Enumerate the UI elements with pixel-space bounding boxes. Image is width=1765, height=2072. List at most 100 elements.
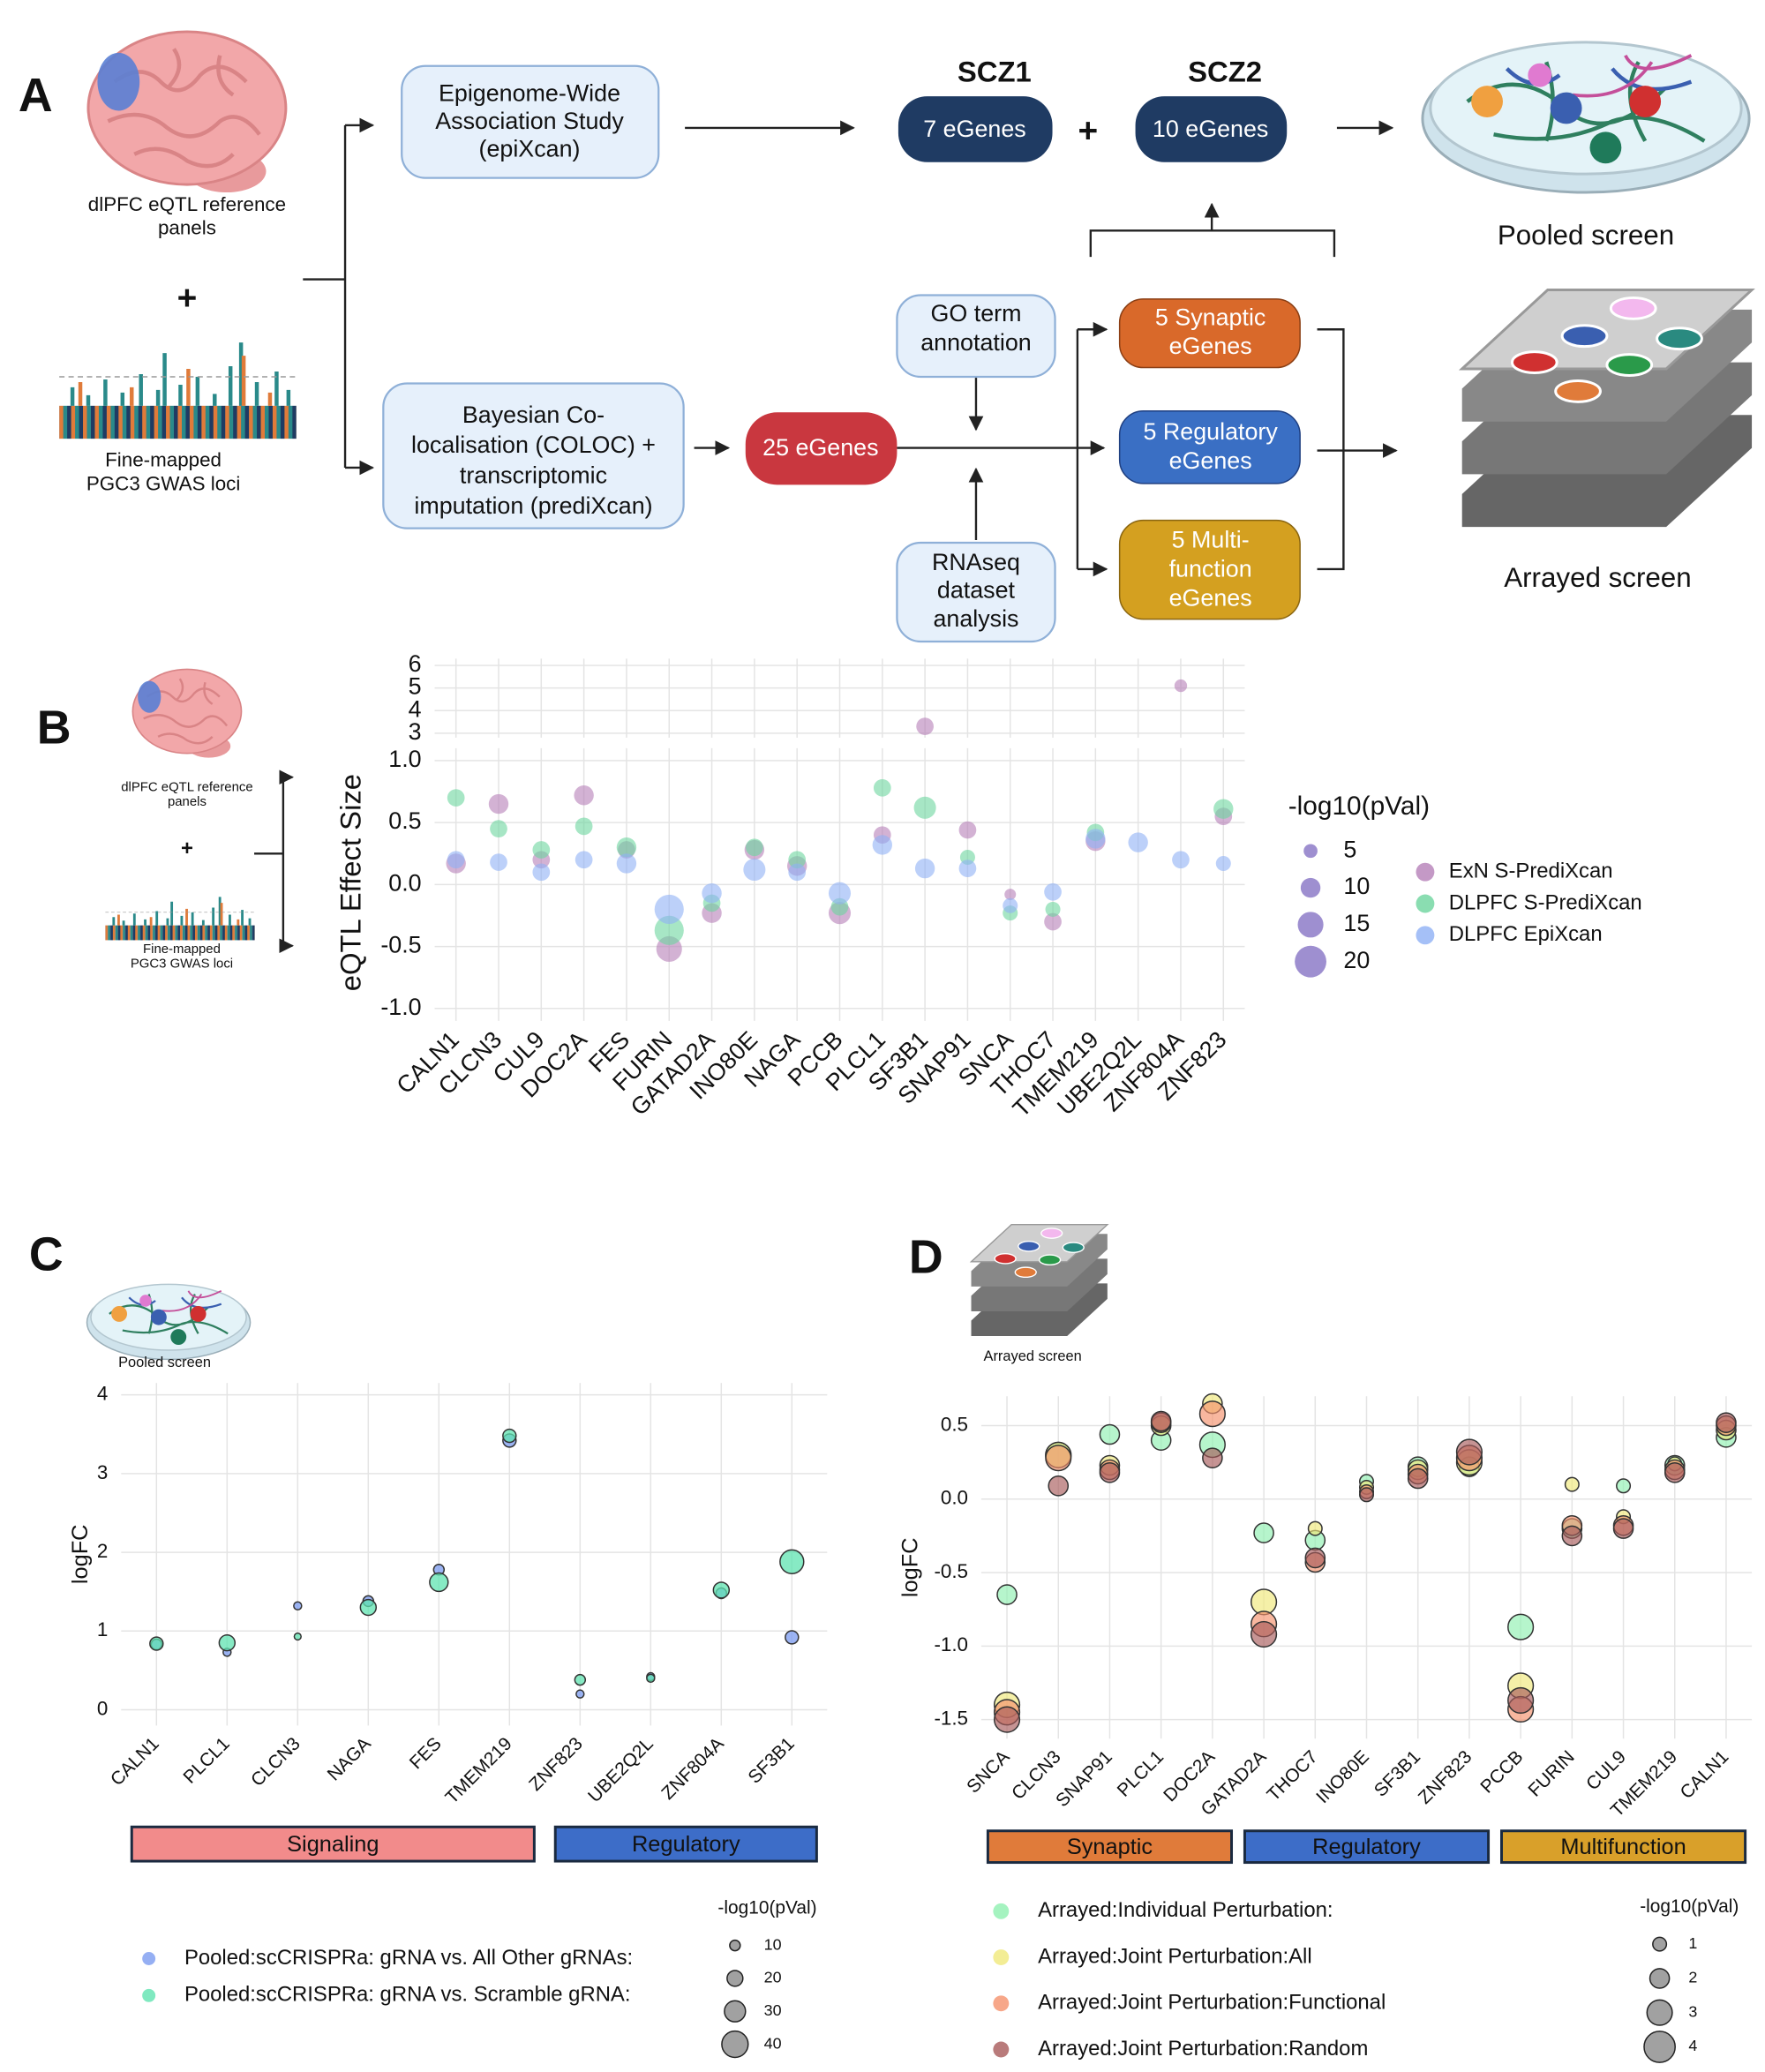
arrows bbox=[303, 117, 1398, 577]
bubble bbox=[1198, 1400, 1226, 1428]
legend-size-key bbox=[1649, 1968, 1671, 1989]
bubble bbox=[574, 1673, 587, 1686]
bubble bbox=[1213, 799, 1234, 819]
box-text: eGenes bbox=[1169, 333, 1252, 359]
legend-size-label: 40 bbox=[764, 2034, 782, 2052]
plus: + bbox=[177, 280, 198, 318]
bubble bbox=[218, 1633, 237, 1652]
box-text: localisation (COLOC) + bbox=[411, 432, 656, 458]
legend-size-label: 30 bbox=[764, 2001, 782, 2019]
legend-size-label: 1 bbox=[1688, 1934, 1697, 1952]
brain-icon bbox=[131, 668, 243, 759]
icon-caption: PGC3 GWAS loci bbox=[131, 957, 233, 972]
bubble bbox=[1253, 1522, 1274, 1543]
legend-size-label: 10 bbox=[1343, 873, 1370, 899]
bubble bbox=[616, 853, 637, 874]
plus: + bbox=[1078, 112, 1099, 150]
y-tick-label: 0 bbox=[97, 1697, 108, 1719]
legend-key bbox=[993, 1903, 1010, 1919]
bubble bbox=[788, 863, 807, 882]
y-axis-label: logFC bbox=[68, 1524, 93, 1584]
legend-title: -log10(pVal) bbox=[717, 1897, 816, 1918]
bubble bbox=[1150, 1410, 1172, 1432]
x-tick-label: CALN1 bbox=[1677, 1746, 1733, 1803]
bubble bbox=[1172, 851, 1190, 869]
y-tick-label: 3 bbox=[409, 718, 422, 745]
bubble bbox=[293, 1632, 302, 1641]
bubble bbox=[1004, 889, 1017, 901]
bubble bbox=[488, 793, 509, 815]
synaptic-box bbox=[1118, 298, 1301, 369]
x-tick-label: PLCL1 bbox=[179, 1733, 233, 1787]
y-tick-label: 3 bbox=[97, 1461, 108, 1483]
legend-size-key bbox=[726, 1970, 744, 1987]
bubble bbox=[1085, 829, 1106, 849]
bubble bbox=[1174, 679, 1188, 693]
bubble bbox=[654, 894, 684, 925]
bubble bbox=[447, 851, 465, 869]
x-tick-label: PCCB bbox=[1476, 1746, 1527, 1797]
egene-box bbox=[745, 412, 898, 485]
bubble bbox=[654, 915, 684, 945]
bubble bbox=[746, 838, 763, 857]
legend-size-key bbox=[1643, 2031, 1676, 2063]
bubble bbox=[359, 1598, 378, 1617]
legend-label: Arrayed:Individual Perturbation: bbox=[1038, 1898, 1333, 1922]
y-tick-label: -1.5 bbox=[934, 1708, 968, 1730]
bubble bbox=[1304, 1547, 1326, 1569]
plates-icon bbox=[1461, 288, 1754, 529]
bubble bbox=[575, 851, 593, 869]
y-tick-label: -0.5 bbox=[934, 1560, 968, 1582]
legend-key bbox=[993, 2041, 1010, 2058]
coloc-box bbox=[382, 382, 685, 529]
legend-size-key bbox=[1295, 945, 1326, 978]
icon-caption: dlPFC eQTL reference bbox=[121, 780, 252, 795]
group-bar bbox=[130, 1825, 536, 1863]
group-label: Synaptic bbox=[1067, 1835, 1153, 1859]
bubble bbox=[1507, 1686, 1535, 1715]
x-tick-label: NAGA bbox=[324, 1733, 375, 1784]
bubble bbox=[1099, 1462, 1121, 1483]
bubble bbox=[1215, 855, 1231, 871]
bubble bbox=[1455, 1438, 1483, 1466]
bubble bbox=[447, 789, 465, 807]
x-tick-label: SNCA bbox=[963, 1746, 1013, 1797]
x-tick-label: FURIN bbox=[1524, 1746, 1578, 1800]
box-text: 5 Synaptic bbox=[1155, 304, 1266, 330]
legend-key bbox=[993, 1995, 1010, 2012]
legend-size-key bbox=[1652, 1936, 1668, 1952]
y-tick-label: 4 bbox=[409, 695, 422, 722]
box-text: dataset bbox=[937, 576, 1016, 603]
legend-key bbox=[142, 1988, 156, 2002]
bubble bbox=[1407, 1468, 1429, 1490]
legend-size-label: 4 bbox=[1688, 2037, 1697, 2054]
bubble bbox=[702, 882, 722, 904]
gwas-icon bbox=[103, 895, 257, 942]
legend-title: -log10(pVal) bbox=[1288, 792, 1430, 821]
bubble bbox=[873, 778, 891, 797]
bubble bbox=[958, 860, 977, 877]
x-tick-label: UBE2Q2L bbox=[584, 1733, 657, 1806]
legend-label: Pooled:scCRISPRa: gRNA vs. All Other gRN… bbox=[184, 1946, 633, 1970]
bubble bbox=[1045, 1445, 1072, 1472]
x-tick-label: PLCL1 bbox=[1114, 1746, 1168, 1800]
plus: + bbox=[181, 837, 193, 860]
legend-label: Arrayed:Joint Perturbation:Random bbox=[1038, 2037, 1368, 2061]
bubble bbox=[993, 1706, 1021, 1733]
y-tick-label: 5 bbox=[409, 673, 422, 700]
legend-label: Arrayed:Joint Perturbation:All bbox=[1038, 1944, 1312, 1968]
group-bar bbox=[986, 1829, 1234, 1865]
gwas-icon bbox=[59, 342, 297, 439]
bubble bbox=[490, 820, 507, 838]
bubble bbox=[1044, 912, 1062, 931]
bubble bbox=[1251, 1620, 1278, 1648]
legend-size-label: 5 bbox=[1343, 836, 1356, 862]
bubble bbox=[1616, 1478, 1632, 1494]
bubble bbox=[916, 717, 934, 735]
x-tick-label: ZNF823 bbox=[525, 1733, 587, 1795]
legend-key bbox=[1416, 894, 1435, 913]
y-tick-label: 4 bbox=[97, 1383, 108, 1405]
bubble bbox=[1128, 832, 1148, 852]
